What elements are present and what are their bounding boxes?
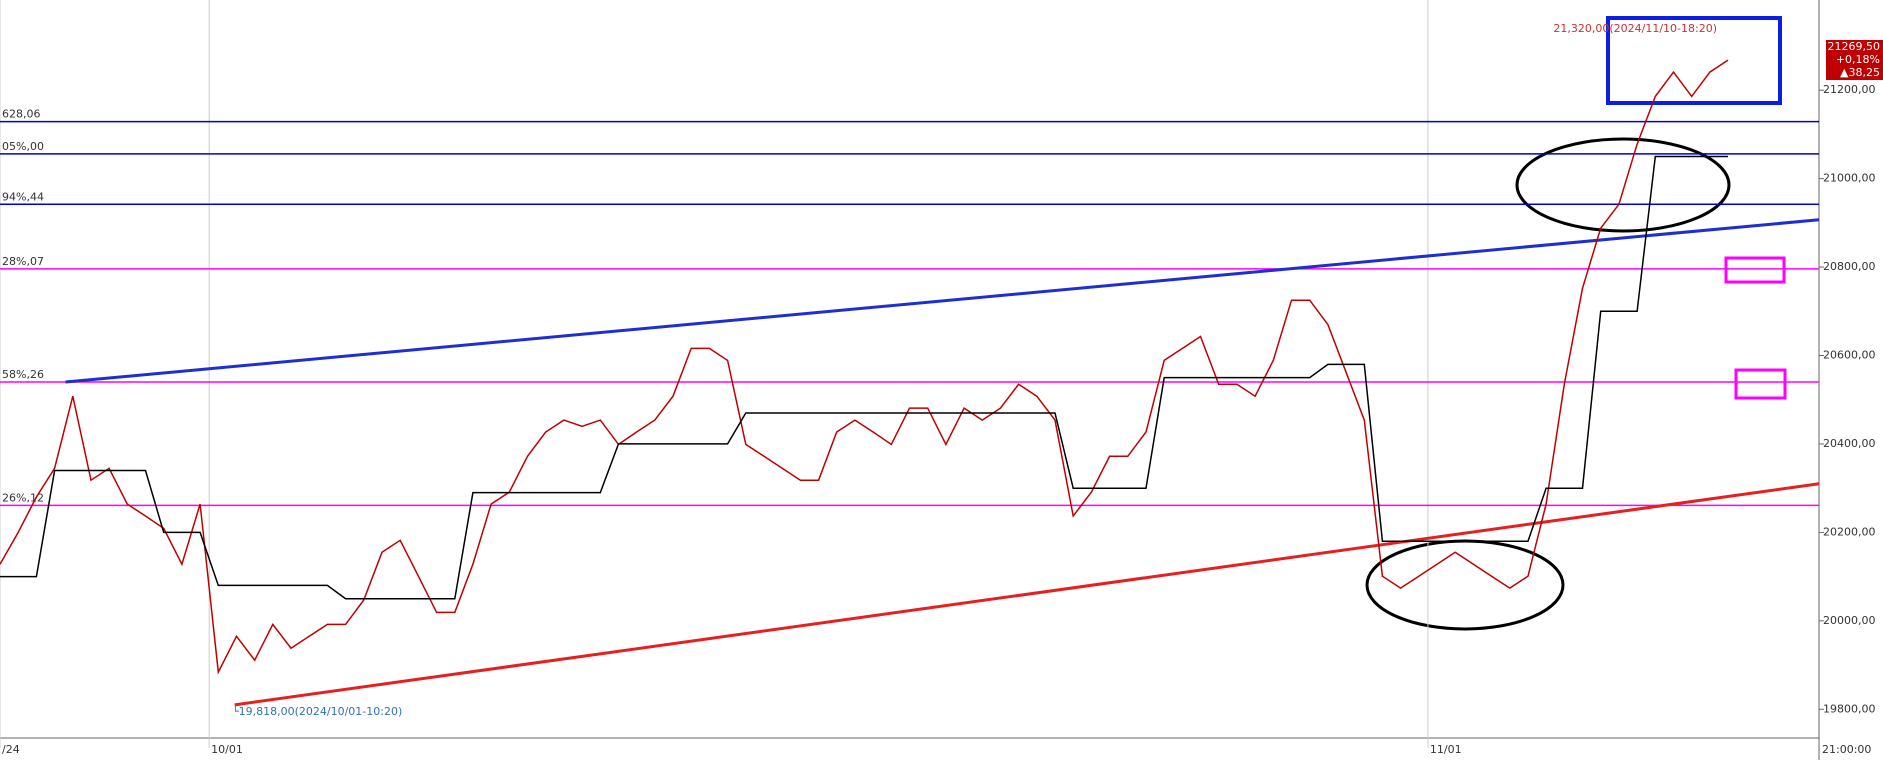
level-label: 94%,44 [2, 190, 44, 203]
low-annotation: └19,818,00(2024/10/01-10:20) [232, 704, 402, 718]
level-label: 628,06 [2, 108, 41, 121]
y-tick-label: 21200,00 [1823, 83, 1876, 96]
y-tick-label: 20600,00 [1823, 349, 1876, 362]
last-change: ▲38,25 [1840, 66, 1880, 79]
x-end-label: 21:00:00 [1822, 743, 1871, 756]
level-label: 05%,00 [2, 140, 44, 153]
y-tick-label: 19800,00 [1823, 702, 1876, 715]
last-change-pct: +0,18% [1836, 53, 1880, 66]
last-price-box [1826, 40, 1883, 80]
y-tick-label: 21000,00 [1823, 172, 1876, 185]
x-tick-label: 10/01 [211, 743, 243, 756]
highlight-ellipse [1515, 137, 1731, 233]
highlight-box [1606, 16, 1782, 105]
trend-line [65, 218, 1820, 384]
level-label: 26%,12 [2, 491, 44, 504]
high-annotation: 21,320,00(2024/11/10-18:20) [1553, 22, 1717, 35]
level-label: 58%,26 [2, 368, 44, 381]
x-tick-label: 11/01 [1430, 743, 1462, 756]
price-line [0, 59, 1729, 675]
trend-line [234, 482, 1820, 707]
last-price: 21269,50 [1828, 40, 1881, 53]
highlight-box [1734, 368, 1787, 400]
y-tick-label: 20000,00 [1823, 614, 1876, 627]
y-tick-label: 20400,00 [1823, 437, 1876, 450]
x-tick-label: /24 [2, 743, 20, 756]
highlight-box [1724, 256, 1786, 284]
level-label: 28%,07 [2, 255, 44, 268]
y-tick-label: 20200,00 [1823, 525, 1876, 538]
price-line [0, 155, 1728, 600]
y-tick-label: 20800,00 [1823, 260, 1876, 273]
